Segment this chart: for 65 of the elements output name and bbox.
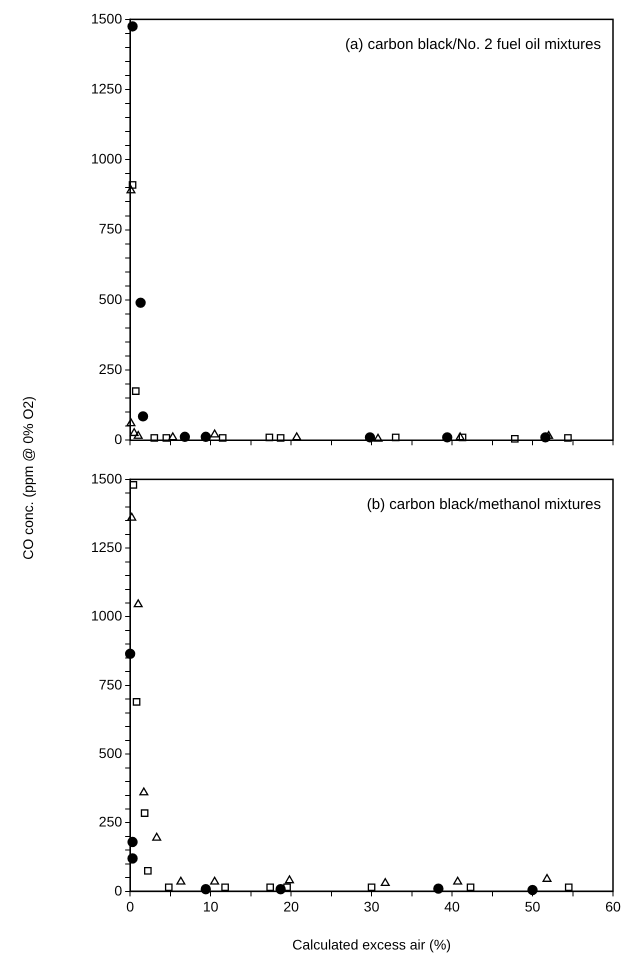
x-tick-label: 50 [524, 898, 541, 915]
point [221, 883, 229, 892]
point [542, 874, 552, 882]
point [126, 185, 136, 194]
point [564, 883, 573, 892]
point [140, 809, 148, 817]
x-axis-title: Calculated excess air (%) [292, 936, 451, 952]
point [266, 434, 274, 442]
point [373, 434, 383, 442]
point [292, 432, 302, 440]
point [139, 787, 148, 796]
point [134, 430, 143, 439]
point [152, 832, 162, 841]
point [453, 876, 462, 885]
y-tick-label: 1000 [90, 150, 122, 167]
y-tick-label: 750 [98, 220, 122, 237]
y-tick-label: 250 [98, 360, 122, 377]
point [134, 599, 143, 608]
y-tick-label: 1500 [90, 10, 122, 26]
point [392, 434, 400, 442]
point [210, 876, 220, 885]
point [144, 866, 152, 875]
y-tick-label: 750 [98, 676, 122, 692]
point [162, 434, 170, 442]
y-tick-label: 1250 [90, 80, 122, 96]
y-tick-label: 0 [114, 882, 122, 898]
point [284, 875, 294, 884]
point [564, 434, 572, 442]
point [130, 428, 139, 436]
point [210, 429, 220, 438]
y-tick-label: 500 [98, 290, 122, 307]
point [380, 878, 390, 886]
point [138, 411, 148, 422]
annotation: (b) carbon black/methanol mixtures [366, 496, 601, 514]
point [150, 434, 158, 442]
point [135, 298, 146, 308]
point [128, 181, 136, 189]
x-tick-label: 60 [605, 898, 621, 915]
x-tick-label: 20 [283, 898, 300, 915]
y-axis-title: CO conc. (ppm @ 0% O2) [20, 396, 36, 560]
x-tick-label: 30 [364, 898, 380, 915]
point [510, 434, 519, 443]
x-tick-label: 40 [444, 898, 460, 915]
point [164, 883, 173, 892]
point [456, 432, 465, 440]
annotation: (a) carbon black/No. 2 fuel oil mixtures [345, 36, 601, 54]
point [168, 432, 178, 440]
y-tick-label: 250 [98, 814, 122, 830]
y-tick-label: 0 [114, 431, 122, 448]
point [126, 418, 136, 426]
point [466, 883, 474, 892]
point [276, 434, 284, 442]
point [176, 876, 186, 885]
y-tick-label: 1000 [90, 608, 122, 624]
point [127, 512, 136, 521]
point [266, 883, 274, 892]
point [132, 387, 140, 395]
point [368, 883, 376, 892]
point [132, 698, 140, 706]
point [218, 434, 227, 442]
y-tick-label: 1500 [90, 470, 122, 486]
x-tick-label: 0 [126, 898, 134, 915]
x-tick-label: 10 [202, 898, 219, 915]
y-tick-label: 1250 [90, 538, 122, 555]
y-tick-label: 500 [98, 744, 122, 761]
